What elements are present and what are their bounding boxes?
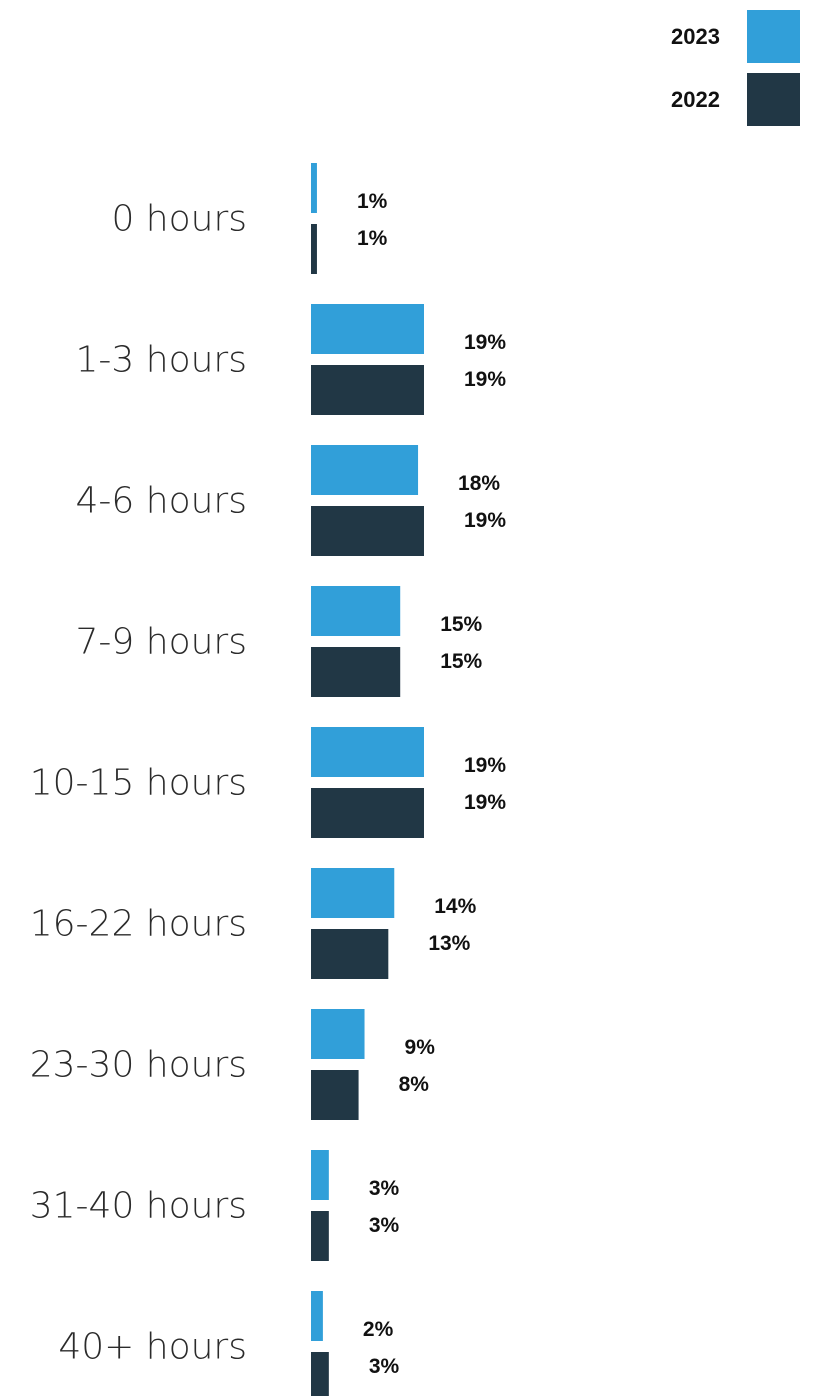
bar-2023 [311,868,395,918]
category-label: 4-6 hours [76,481,247,522]
legend-label-2023: 2023 [671,24,720,49]
data-label-2023: 18% [458,472,500,495]
category-label: 7-9 hours [76,622,247,663]
bar-2022 [311,506,424,556]
data-label-2022: 13% [428,932,470,955]
bar-2023 [311,727,424,777]
bar-2022 [311,788,424,838]
bar-2023 [311,1291,323,1341]
category-label: 16-22 hours [30,904,247,945]
category-label: 1-3 hours [76,340,247,381]
bar-2023 [311,586,401,636]
data-label-2023: 2% [363,1318,394,1341]
bar-2023 [311,163,317,213]
bar-2022 [311,1070,359,1120]
legend-swatch-2022 [747,73,800,126]
data-label-2022: 3% [369,1214,400,1237]
bar-2022 [311,224,317,274]
bar-2022 [311,647,401,697]
category-label: 31-40 hours [30,1186,247,1227]
category-label: 23-30 hours [30,1045,247,1086]
bar-2023 [311,304,424,354]
data-label-2022: 8% [399,1073,430,1096]
bar-2023 [311,445,419,495]
category-label: 40+ hours [58,1327,247,1368]
category-label: 0 hours [111,199,247,240]
data-label-2023: 9% [405,1036,436,1059]
bar-2022 [311,1352,329,1396]
bar-2022 [311,365,424,415]
data-label-2023: 3% [369,1177,400,1200]
bar-2022 [311,1211,329,1261]
data-label-2022: 19% [464,368,506,391]
bar-2023 [311,1009,365,1059]
data-label-2022: 19% [464,791,506,814]
data-label-2022: 3% [369,1355,400,1378]
data-label-2023: 1% [357,190,388,213]
legend-label-2022: 2022 [671,87,720,112]
data-label-2023: 19% [464,331,506,354]
data-label-2023: 15% [440,613,482,636]
legend-swatch-2023 [747,10,800,63]
data-label-2022: 1% [357,227,388,250]
category-label: 10-15 hours [30,763,247,804]
data-label-2023: 19% [464,754,506,777]
data-label-2022: 19% [464,509,506,532]
data-label-2022: 15% [440,650,482,673]
bar-2023 [311,1150,329,1200]
bar-2022 [311,929,389,979]
data-label-2023: 14% [434,895,476,918]
